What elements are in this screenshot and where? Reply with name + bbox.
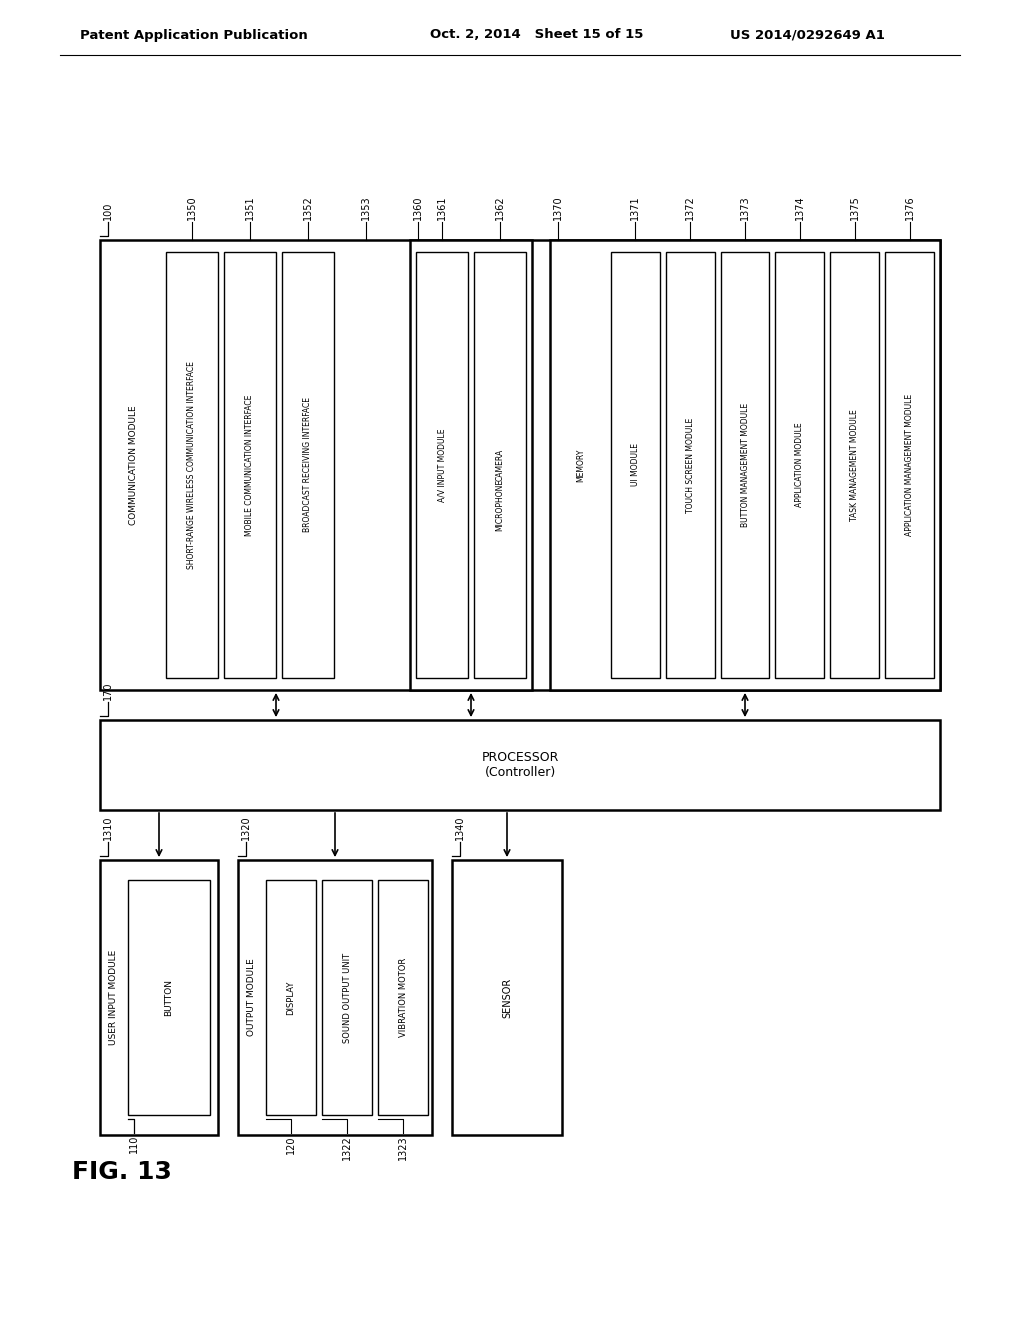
- Text: 1370: 1370: [553, 195, 563, 220]
- Text: 1350: 1350: [187, 195, 197, 220]
- Bar: [224, 252, 276, 678]
- Text: TOUCH SCREEN MODULE: TOUCH SCREEN MODULE: [686, 417, 694, 512]
- Text: 1340: 1340: [455, 816, 465, 840]
- Bar: [885, 252, 934, 678]
- Text: 1360: 1360: [413, 195, 423, 220]
- Bar: [452, 861, 562, 1135]
- Text: CAMERA: CAMERA: [496, 449, 505, 480]
- Text: DISPLAY: DISPLAY: [287, 981, 296, 1015]
- Bar: [830, 252, 880, 678]
- Text: 1374: 1374: [795, 195, 805, 220]
- Text: 1310: 1310: [103, 816, 113, 840]
- Bar: [100, 719, 940, 810]
- Text: 1361: 1361: [437, 195, 447, 220]
- Text: SHORT-RANGE WIRELESS COMMUNICATION INTERFACE: SHORT-RANGE WIRELESS COMMUNICATION INTER…: [187, 362, 197, 569]
- Text: APPLICATION MANAGEMENT MODULE: APPLICATION MANAGEMENT MODULE: [905, 393, 914, 536]
- Text: BROADCAST RECEIVING INTERFACE: BROADCAST RECEIVING INTERFACE: [303, 397, 312, 532]
- Text: FIG. 13: FIG. 13: [72, 1160, 172, 1184]
- Text: UI MODULE: UI MODULE: [631, 444, 640, 487]
- Text: BUTTON: BUTTON: [165, 979, 173, 1016]
- Text: 1322: 1322: [342, 1135, 352, 1160]
- Bar: [282, 252, 334, 678]
- Text: OUTPUT MODULE: OUTPUT MODULE: [248, 958, 256, 1036]
- Text: SENSOR: SENSOR: [502, 977, 512, 1018]
- Bar: [416, 252, 468, 678]
- Text: 1353: 1353: [361, 195, 371, 220]
- Text: 1362: 1362: [495, 195, 505, 220]
- Bar: [721, 252, 769, 678]
- Text: 1320: 1320: [241, 816, 251, 840]
- Bar: [378, 880, 428, 1115]
- Bar: [322, 880, 372, 1115]
- Text: BUTTON MANAGEMENT MODULE: BUTTON MANAGEMENT MODULE: [740, 403, 750, 527]
- Text: PROCESSOR
(Controller): PROCESSOR (Controller): [481, 751, 559, 779]
- Bar: [474, 252, 526, 678]
- Text: 170: 170: [103, 681, 113, 700]
- Bar: [238, 861, 432, 1135]
- Text: 120: 120: [286, 1135, 296, 1154]
- Bar: [775, 252, 824, 678]
- Text: 1375: 1375: [850, 195, 860, 220]
- Bar: [266, 880, 316, 1115]
- Text: 1351: 1351: [245, 195, 255, 220]
- Text: TASK MANAGEMENT MODULE: TASK MANAGEMENT MODULE: [850, 409, 859, 521]
- Text: 110: 110: [129, 1135, 139, 1154]
- Text: MEMORY: MEMORY: [575, 449, 585, 482]
- Text: 1373: 1373: [740, 195, 750, 220]
- Text: APPLICATION MODULE: APPLICATION MODULE: [796, 422, 805, 507]
- Text: Oct. 2, 2014   Sheet 15 of 15: Oct. 2, 2014 Sheet 15 of 15: [430, 29, 643, 41]
- Bar: [410, 240, 532, 690]
- Text: 1372: 1372: [685, 195, 695, 220]
- Text: MOBILE COMMUNICATION INTERFACE: MOBILE COMMUNICATION INTERFACE: [246, 395, 255, 536]
- Text: MICROPHONE: MICROPHONE: [496, 479, 505, 531]
- Text: 1352: 1352: [303, 195, 313, 220]
- Text: SOUND OUTPUT UNIT: SOUND OUTPUT UNIT: [342, 953, 351, 1043]
- Text: 1371: 1371: [631, 195, 640, 220]
- Text: COMMUNICATION MODULE: COMMUNICATION MODULE: [129, 405, 138, 525]
- Text: 1376: 1376: [904, 195, 914, 220]
- Bar: [128, 880, 210, 1115]
- Bar: [100, 240, 940, 690]
- Text: 1323: 1323: [398, 1135, 408, 1160]
- Text: US 2014/0292649 A1: US 2014/0292649 A1: [730, 29, 885, 41]
- Bar: [100, 861, 218, 1135]
- Bar: [611, 252, 659, 678]
- Bar: [666, 252, 715, 678]
- Text: VIBRATION MOTOR: VIBRATION MOTOR: [398, 958, 408, 1038]
- Text: Patent Application Publication: Patent Application Publication: [80, 29, 308, 41]
- Text: A/V INPUT MODULE: A/V INPUT MODULE: [437, 428, 446, 502]
- Bar: [166, 252, 218, 678]
- Text: USER INPUT MODULE: USER INPUT MODULE: [110, 950, 119, 1045]
- Bar: [550, 240, 940, 690]
- Text: 100: 100: [103, 202, 113, 220]
